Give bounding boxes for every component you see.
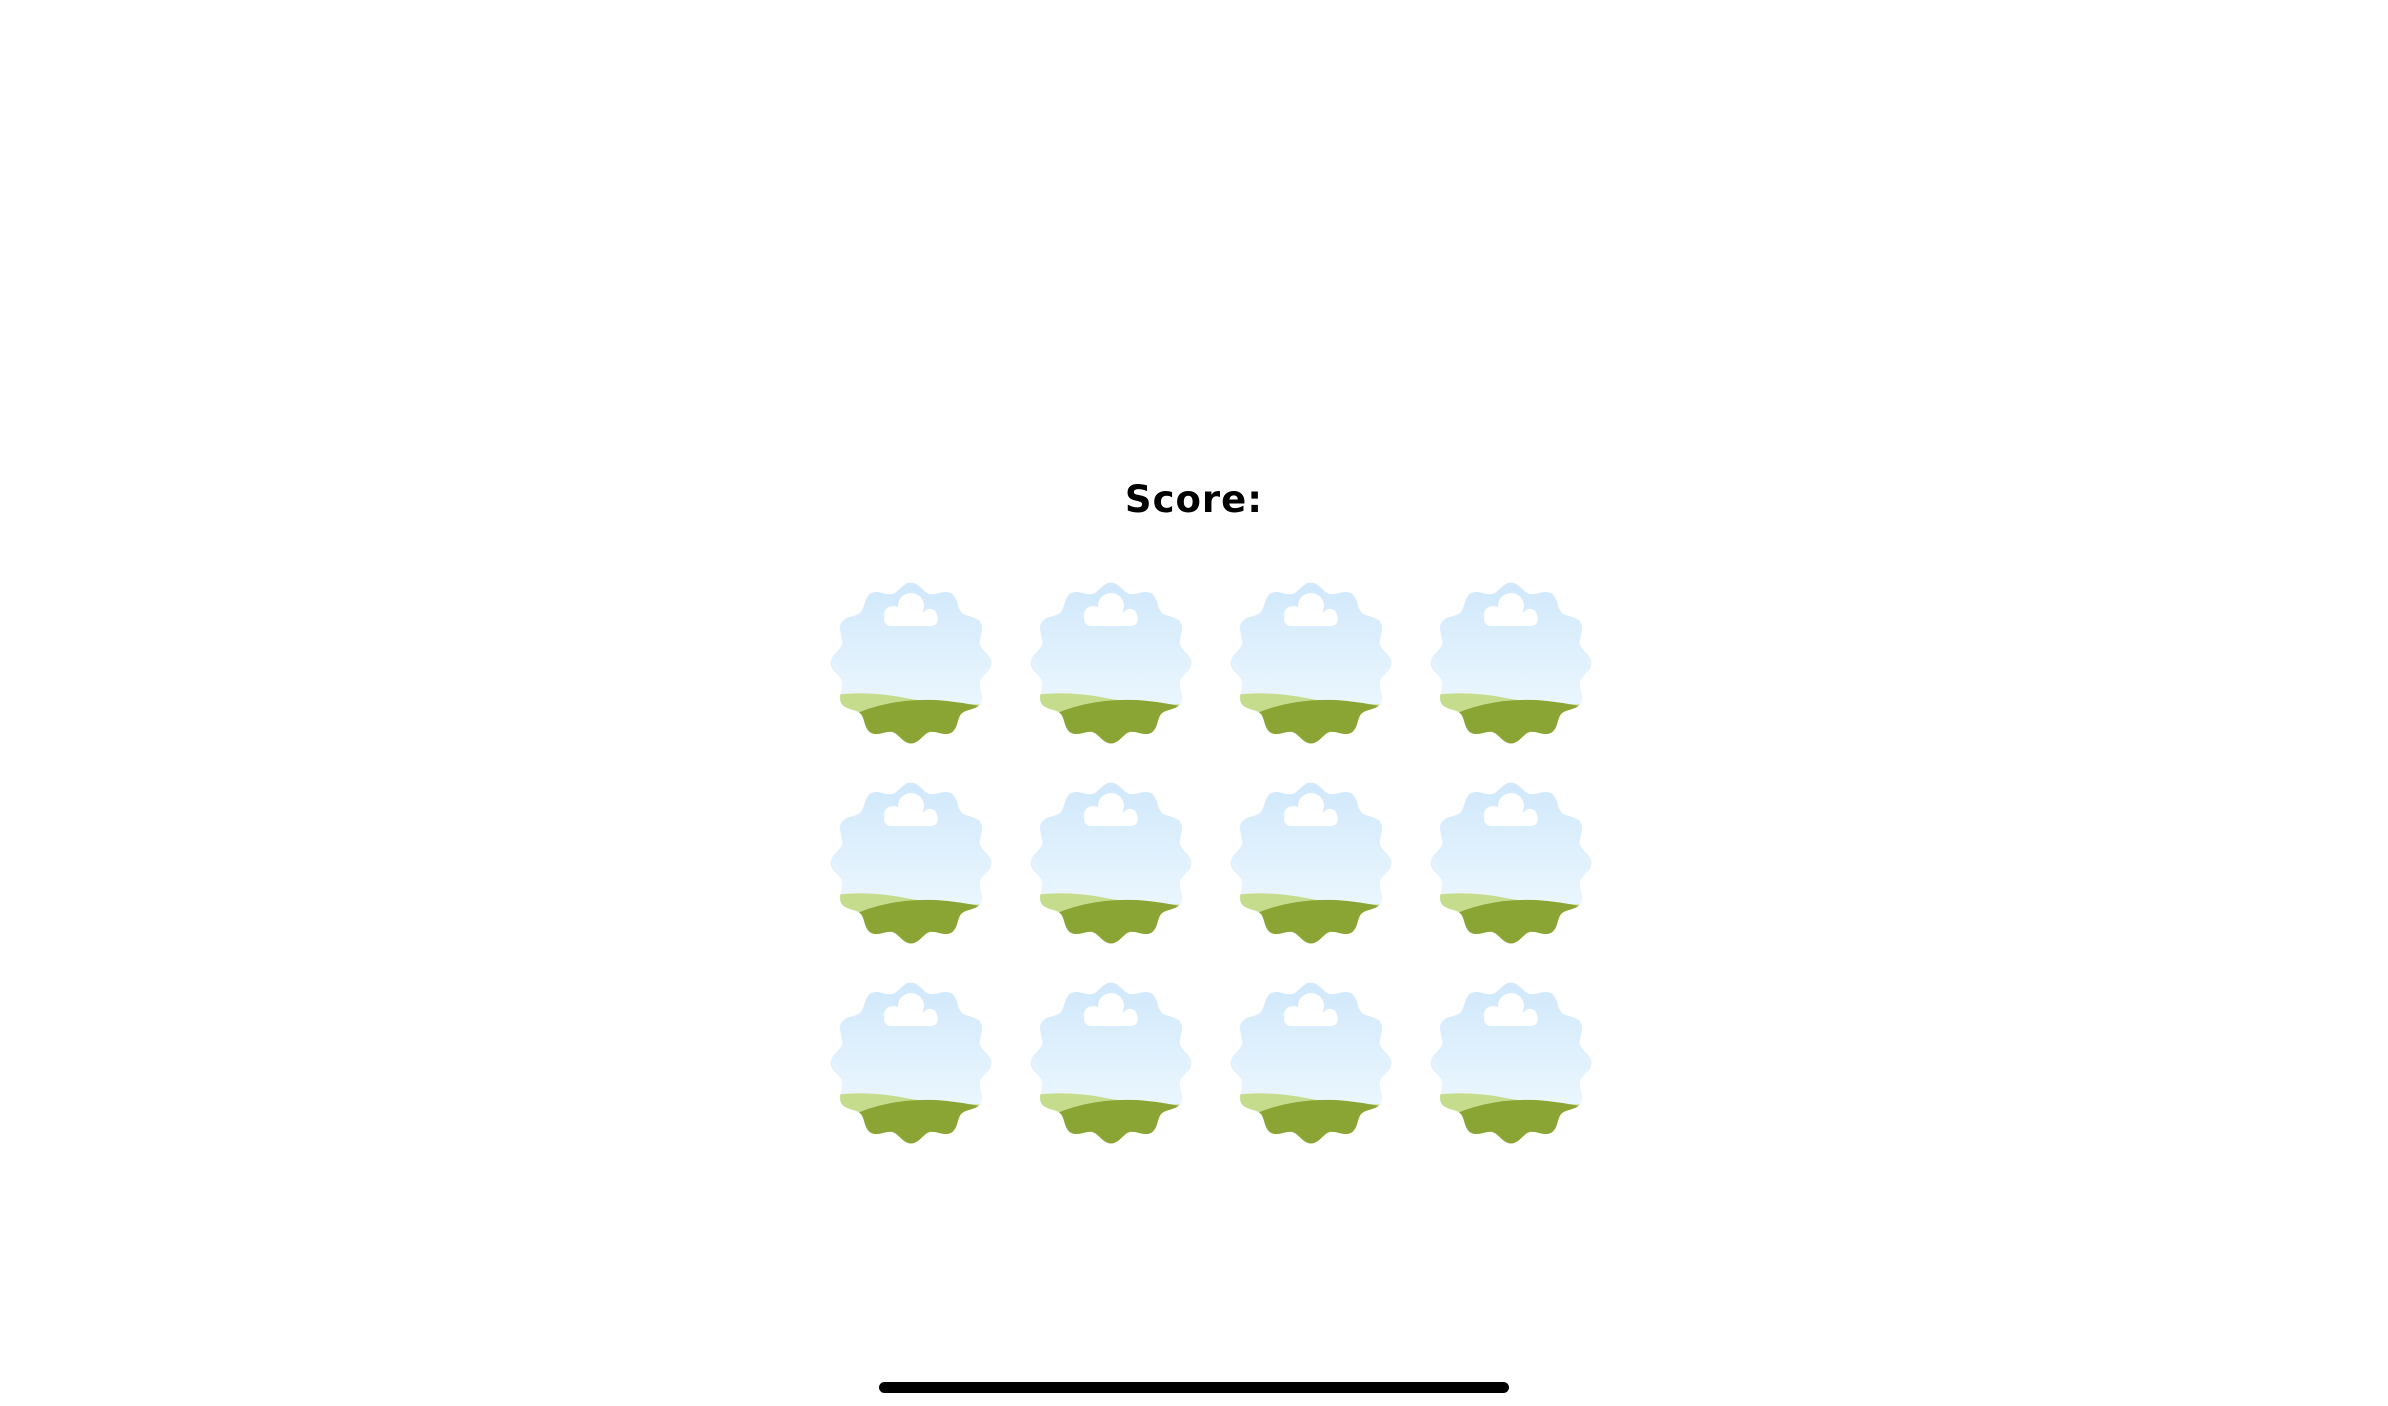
card-tile[interactable] [1426,778,1596,948]
card-tile[interactable] [826,778,996,948]
cloud-hill-icon [1426,978,1596,1148]
cloud-hill-icon [826,578,996,748]
card-tile[interactable] [1426,978,1596,1148]
cloud-hill-icon [826,778,996,948]
cloud-hill-icon [1026,778,1196,948]
cloud-hill-icon [826,978,996,1148]
card-tile[interactable] [826,978,996,1148]
card-tile[interactable] [1026,578,1196,748]
card-tile[interactable] [826,578,996,748]
cloud-hill-icon [1426,778,1596,948]
tile-grid [826,578,1596,1148]
card-tile[interactable] [1226,778,1396,948]
card-tile[interactable] [1426,578,1596,748]
cloud-hill-icon [1026,978,1196,1148]
cloud-hill-icon [1426,578,1596,748]
card-tile[interactable] [1226,578,1396,748]
cloud-hill-icon [1026,578,1196,748]
card-tile[interactable] [1226,978,1396,1148]
card-tile[interactable] [1026,778,1196,948]
score-label: Score: [0,478,2388,521]
cloud-hill-icon [1226,978,1396,1148]
card-tile[interactable] [1026,978,1196,1148]
home-indicator[interactable] [879,1382,1509,1393]
cloud-hill-icon [1226,778,1396,948]
cloud-hill-icon [1226,578,1396,748]
